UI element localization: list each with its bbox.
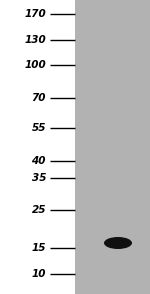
Text: 35: 35 bbox=[32, 173, 46, 183]
Text: 55: 55 bbox=[32, 123, 46, 133]
Text: 10: 10 bbox=[32, 269, 46, 279]
Text: 40: 40 bbox=[32, 156, 46, 166]
Ellipse shape bbox=[104, 237, 132, 249]
Text: 170: 170 bbox=[24, 9, 46, 19]
Bar bbox=[75, 0, 150, 294]
Text: 25: 25 bbox=[32, 205, 46, 215]
Text: 70: 70 bbox=[32, 93, 46, 103]
Text: 130: 130 bbox=[24, 35, 46, 45]
Text: 15: 15 bbox=[32, 243, 46, 253]
Text: 100: 100 bbox=[24, 60, 46, 70]
